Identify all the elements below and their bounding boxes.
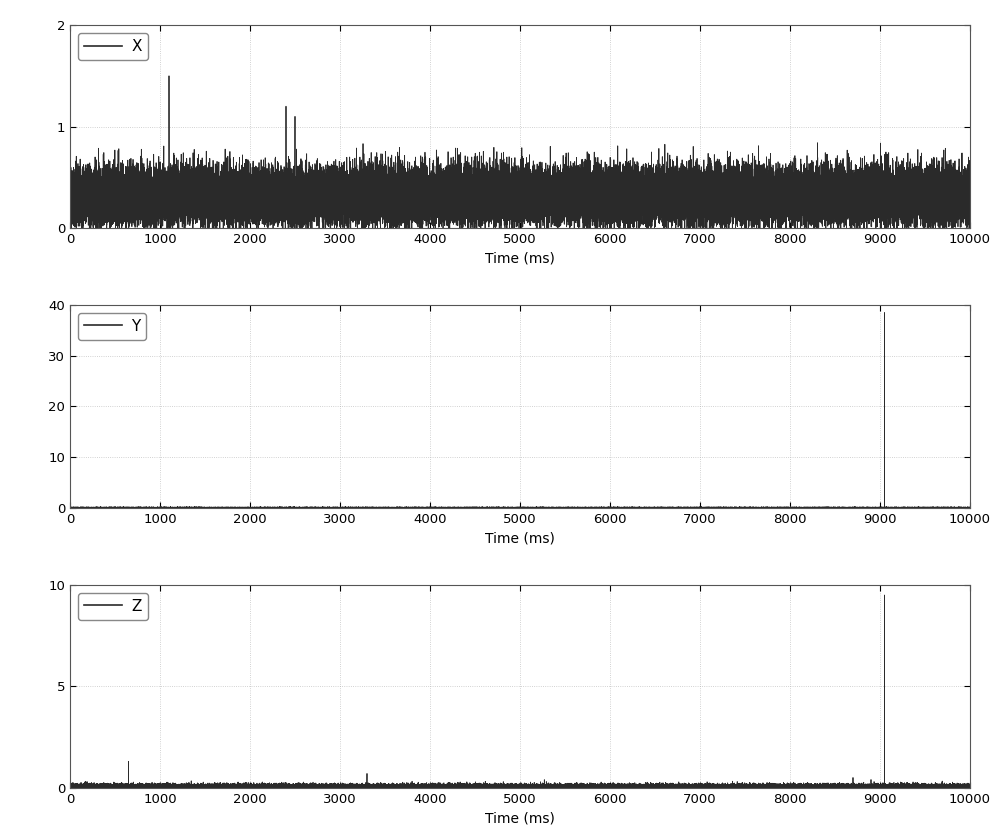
X-axis label: Time (ms): Time (ms): [485, 811, 555, 825]
X-axis label: Time (ms): Time (ms): [485, 531, 555, 546]
Legend: X: X: [78, 33, 148, 60]
Legend: Y: Y: [78, 313, 146, 340]
X-axis label: Time (ms): Time (ms): [485, 251, 555, 266]
Legend: Z: Z: [78, 592, 148, 620]
